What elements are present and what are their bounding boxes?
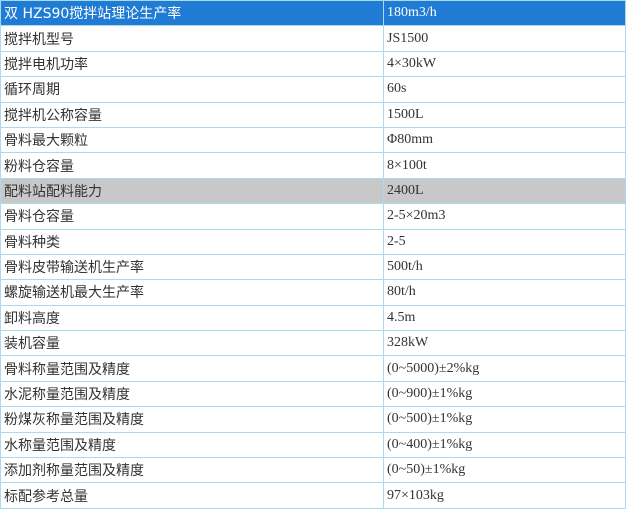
table-row[interactable]: 骨料仓容量 2-5×20m3 [0,203,626,230]
parameter-name: 双 HZS90搅拌站理论生产率 [0,0,384,27]
parameter-value: (0~900)±1%kg [383,380,626,408]
parameter-name: 骨料称量范围及精度 [0,355,384,382]
parameter-value: 180m3/h [383,0,626,27]
table-row[interactable]: 水称量范围及精度 (0~400)±1%kg [0,431,626,459]
parameter-name: 粉煤灰称量范围及精度 [0,406,384,433]
parameter-name: 装机容量 [0,330,384,357]
parameter-value: (0~5000)±2%kg [383,355,626,382]
table-row[interactable]: 卸料高度 4.5m [0,304,626,332]
table-row[interactable]: 搅拌机公称容量 1500L [0,101,626,128]
parameter-name: 配料站配料能力 [0,177,384,205]
table-row[interactable]: 骨料皮带输送机生产率 500t/h [0,253,626,281]
parameter-value: 1500L [383,101,626,128]
table-row[interactable]: 装机容量 328kW [0,330,626,357]
parameter-value: 2-5 [383,228,626,255]
parameter-value: 60s [383,76,626,103]
parameter-value: 4×30kW [383,50,626,78]
parameter-name: 骨料皮带输送机生产率 [0,253,384,281]
table-row[interactable]: 添加剂称量范围及精度 (0~50)±1%kg [0,457,626,484]
table-row[interactable]: 标配参考总量 97×103kg [0,482,626,509]
table-row[interactable]: 水泥称量范围及精度 (0~900)±1%kg [0,380,626,408]
parameter-value: 8×100t [383,152,626,179]
parameter-name: 水称量范围及精度 [0,431,384,459]
table-row[interactable]: 粉料仓容量 8×100t [0,152,626,179]
spec-table: 双 HZS90搅拌站理论生产率 180m3/h 搅拌机型号 JS1500 搅拌电机功率 4… [0,0,626,509]
parameter-name: 骨料最大颗粒 [0,126,384,154]
parameter-value: 328kW [383,330,626,357]
parameter-value: (0~500)±1%kg [383,406,626,433]
parameter-name: 循环周期 [0,76,384,103]
parameter-value: (0~50)±1%kg [383,457,626,484]
parameter-value: JS1500 [383,25,626,52]
table-row[interactable]: 双 HZS90搅拌站理论生产率 180m3/h [0,0,626,27]
table-row[interactable]: 搅拌机型号 JS1500 [0,25,626,52]
parameter-value: 500t/h [383,253,626,281]
parameter-name: 搅拌机型号 [0,25,384,52]
parameter-value: 80t/h [383,279,626,306]
parameter-name: 搅拌机公称容量 [0,101,384,128]
table-row[interactable]: 粉煤灰称量范围及精度 (0~500)±1%kg [0,406,626,433]
parameter-name: 粉料仓容量 [0,152,384,179]
parameter-value: 4.5m [383,304,626,332]
parameter-value: 97×103kg [383,482,626,509]
parameter-name: 螺旋输送机最大生产率 [0,279,384,306]
table-row[interactable]: 配料站配料能力 2400L [0,177,626,205]
parameter-name: 添加剂称量范围及精度 [0,457,384,484]
parameter-name: 搅拌电机功率 [0,50,384,78]
parameter-value: (0~400)±1%kg [383,431,626,459]
table-row[interactable]: 骨料称量范围及精度 (0~5000)±2%kg [0,355,626,382]
parameter-name: 骨料仓容量 [0,203,384,230]
parameter-name: 标配参考总量 [0,482,384,509]
table-row[interactable]: 骨料最大颗粒 Φ80mm [0,126,626,154]
parameter-value: Φ80mm [383,126,626,154]
parameter-value: 2-5×20m3 [383,203,626,230]
table-row[interactable]: 循环周期 60s [0,76,626,103]
table-row[interactable]: 骨料种类 2-5 [0,228,626,255]
parameter-value: 2400L [383,177,626,205]
table-row[interactable]: 螺旋输送机最大生产率 80t/h [0,279,626,306]
parameter-name: 卸料高度 [0,304,384,332]
parameter-name: 骨料种类 [0,228,384,255]
table-row[interactable]: 搅拌电机功率 4×30kW [0,50,626,78]
parameter-name: 水泥称量范围及精度 [0,380,384,408]
